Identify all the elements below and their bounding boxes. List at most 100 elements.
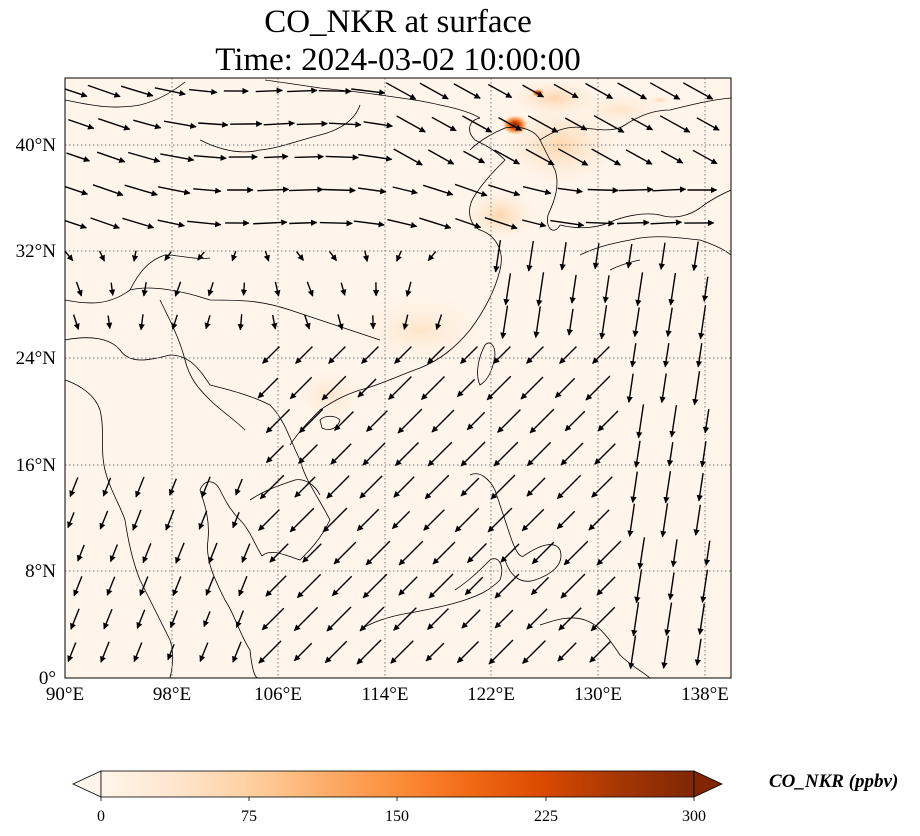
wind-arrow xyxy=(102,477,112,497)
wind-arrow xyxy=(75,281,83,297)
lon-tick-label: 114°E xyxy=(362,684,409,705)
wind-arrow xyxy=(98,250,106,262)
wind-arrow xyxy=(90,217,120,230)
wind-arrow xyxy=(99,510,109,530)
wind-arrow xyxy=(658,242,666,270)
wind-arrow xyxy=(65,88,88,98)
wind-arrow xyxy=(526,608,548,630)
wind-arrow xyxy=(321,375,347,401)
wind-arrow xyxy=(428,573,454,599)
wind-arrow xyxy=(240,282,248,296)
wind-arrow xyxy=(700,569,709,603)
wind-arrow xyxy=(258,509,280,531)
wind-arrow xyxy=(351,88,386,96)
wind-arrow xyxy=(522,219,547,228)
wind-arrow xyxy=(402,314,409,331)
wind-arrow xyxy=(486,375,512,401)
wind-arrow xyxy=(530,576,550,596)
wind-arrow xyxy=(133,119,162,130)
wind-arrow xyxy=(629,343,637,368)
wind-arrow xyxy=(72,314,80,330)
wind-arrow xyxy=(330,443,352,465)
wind-arrow xyxy=(103,608,113,630)
wind-arrow xyxy=(521,508,545,532)
wind-arrow xyxy=(592,243,600,270)
wind-arrow xyxy=(490,474,516,500)
map-frame xyxy=(64,77,732,679)
wind-arrow xyxy=(500,305,509,340)
wind-arrow xyxy=(597,410,619,432)
wind-arrow xyxy=(122,217,155,230)
wind-arrow xyxy=(596,576,616,596)
wind-arrow xyxy=(366,410,388,432)
wind-arrow xyxy=(616,219,650,226)
wind-arrow xyxy=(398,576,418,596)
wind-arrow xyxy=(393,148,423,166)
wind-arrow xyxy=(203,611,211,628)
wind-arrow xyxy=(259,474,285,500)
wind-arrow xyxy=(694,638,702,666)
wind-arrow xyxy=(208,542,218,564)
wind-arrow xyxy=(269,543,289,563)
wind-arrow xyxy=(593,115,625,133)
wind-arrow xyxy=(189,88,218,95)
wind-arrow xyxy=(388,376,412,400)
wind-arrow xyxy=(362,250,370,263)
wind-arrow xyxy=(697,603,705,636)
wind-arrow xyxy=(164,251,172,261)
wind-arrow xyxy=(650,219,683,226)
wind-arrow xyxy=(337,314,344,331)
wind-arrow xyxy=(631,117,654,131)
lon-tick-label: 138°E xyxy=(681,684,729,705)
plot-title-line1: CO_NKR at surface xyxy=(264,4,532,40)
wind-arrow xyxy=(175,542,185,564)
wind-arrow xyxy=(596,540,622,566)
wind-arrow xyxy=(659,373,667,404)
wind-arrow xyxy=(96,151,126,163)
wind-arrow xyxy=(128,151,161,163)
wind-arrow xyxy=(265,408,291,434)
wind-arrow xyxy=(207,282,214,297)
wind-arrow xyxy=(665,307,673,338)
wind-arrow xyxy=(617,82,647,100)
wind-arrow xyxy=(255,87,283,94)
wind-arrow xyxy=(660,150,684,164)
wind-arrow xyxy=(431,116,457,132)
wind-arrow xyxy=(359,475,383,499)
wind-arrow xyxy=(163,120,197,129)
wind-arrow xyxy=(392,186,418,195)
wind-arrow xyxy=(304,314,311,330)
concentration-field xyxy=(290,80,680,425)
lon-tick-label: 106°E xyxy=(254,684,302,705)
wind-arrow xyxy=(497,409,521,433)
wind-arrow xyxy=(358,153,393,162)
wind-arrow xyxy=(205,576,215,596)
colorbar-label: CO_NKR (ppbv) xyxy=(769,771,899,792)
wind-arrow xyxy=(554,377,576,399)
wind-arrow xyxy=(652,186,687,193)
wind-arrow xyxy=(76,544,85,562)
wind-arrow xyxy=(306,281,314,297)
wind-arrow xyxy=(136,609,146,629)
colorbar-tick-label: 0 xyxy=(97,808,105,825)
wind-arrow xyxy=(633,440,641,468)
wind-arrow xyxy=(488,639,514,665)
wind-arrow xyxy=(662,343,670,368)
wind-arrow xyxy=(362,442,386,466)
wind-arrow xyxy=(66,152,91,163)
wind-arrow xyxy=(626,373,634,403)
wind-arrow xyxy=(139,576,149,597)
wind-arrow xyxy=(98,118,131,131)
wind-arrow xyxy=(324,640,348,664)
wind-arrow xyxy=(263,250,270,262)
wind-arrow xyxy=(493,441,519,467)
wind-arrow xyxy=(141,281,148,297)
wind-arrow xyxy=(564,410,586,432)
wind-arrow xyxy=(432,541,456,565)
wind-arrow xyxy=(157,186,191,196)
wind-arrow xyxy=(569,274,577,304)
wind-arrow xyxy=(167,644,175,661)
wind-arrow xyxy=(318,88,352,95)
wind-arrow xyxy=(422,184,454,196)
